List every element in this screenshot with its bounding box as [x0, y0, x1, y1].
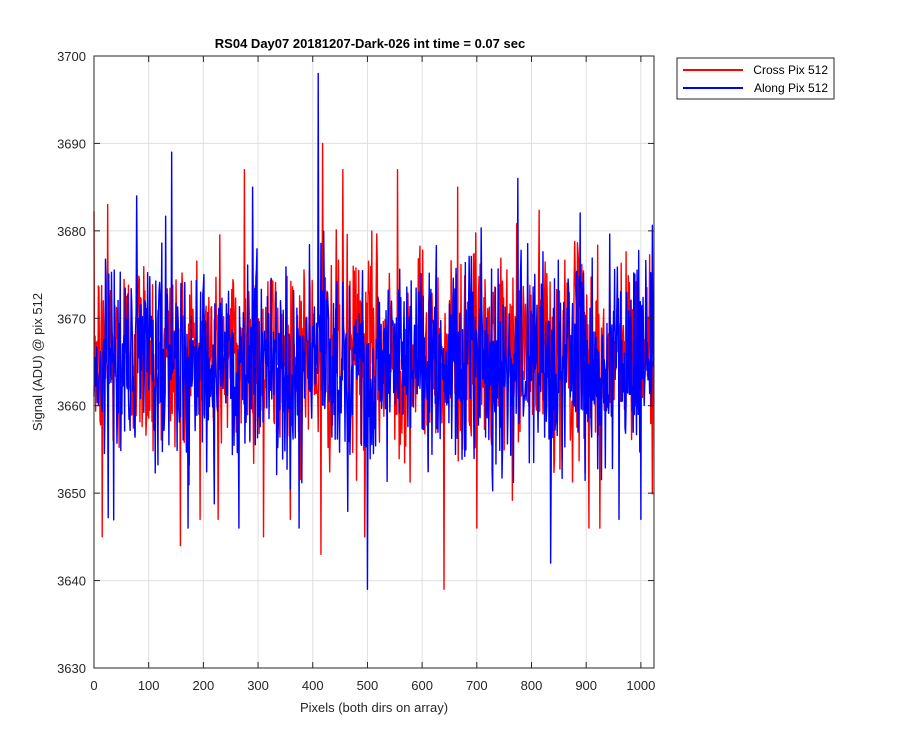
y-tick-label: 3700	[57, 49, 86, 64]
y-axis-label: Signal (ADU) @ pix 512	[30, 293, 45, 431]
x-tick-label: 300	[247, 678, 269, 693]
y-tick-label: 3680	[57, 224, 86, 239]
x-tick-label: 1000	[626, 678, 655, 693]
y-tick-label: 3650	[57, 486, 86, 501]
ticks: 0 100 200 300 400 500 600 700 800 900 1000 3630 3640…	[57, 49, 655, 693]
legend: Cross Pix 512 Along Pix 512	[676, 57, 835, 100]
x-tick-label: 500	[357, 678, 379, 693]
x-tick-label: 800	[521, 678, 543, 693]
x-tick-label: 600	[411, 678, 433, 693]
x-tick-label: 0	[90, 678, 97, 693]
legend-label-along: Along Pix 512	[754, 81, 828, 95]
legend-label-cross: Cross Pix 512	[753, 63, 828, 77]
x-tick-label: 700	[466, 678, 488, 693]
chart-title: RS04 Day07 20181207-Dark-026 int time = …	[215, 36, 525, 51]
x-tick-label: 900	[575, 678, 597, 693]
x-axis-label: Pixels (both dirs on array)	[300, 700, 448, 715]
y-tick-label: 3640	[57, 574, 86, 589]
y-tick-label: 3670	[57, 311, 86, 326]
x-tick-label: 200	[193, 678, 215, 693]
x-tick-label: 400	[302, 678, 324, 693]
y-tick-label: 3630	[57, 661, 86, 676]
series-line-along-pix-512	[93, 72, 655, 591]
y-tick-label: 3660	[57, 399, 86, 414]
y-tick-label: 3690	[57, 136, 86, 151]
plot-area-border	[93, 55, 655, 669]
legend-box	[676, 57, 835, 100]
x-tick-label: 100	[138, 678, 160, 693]
series-layer	[93, 72, 655, 591]
